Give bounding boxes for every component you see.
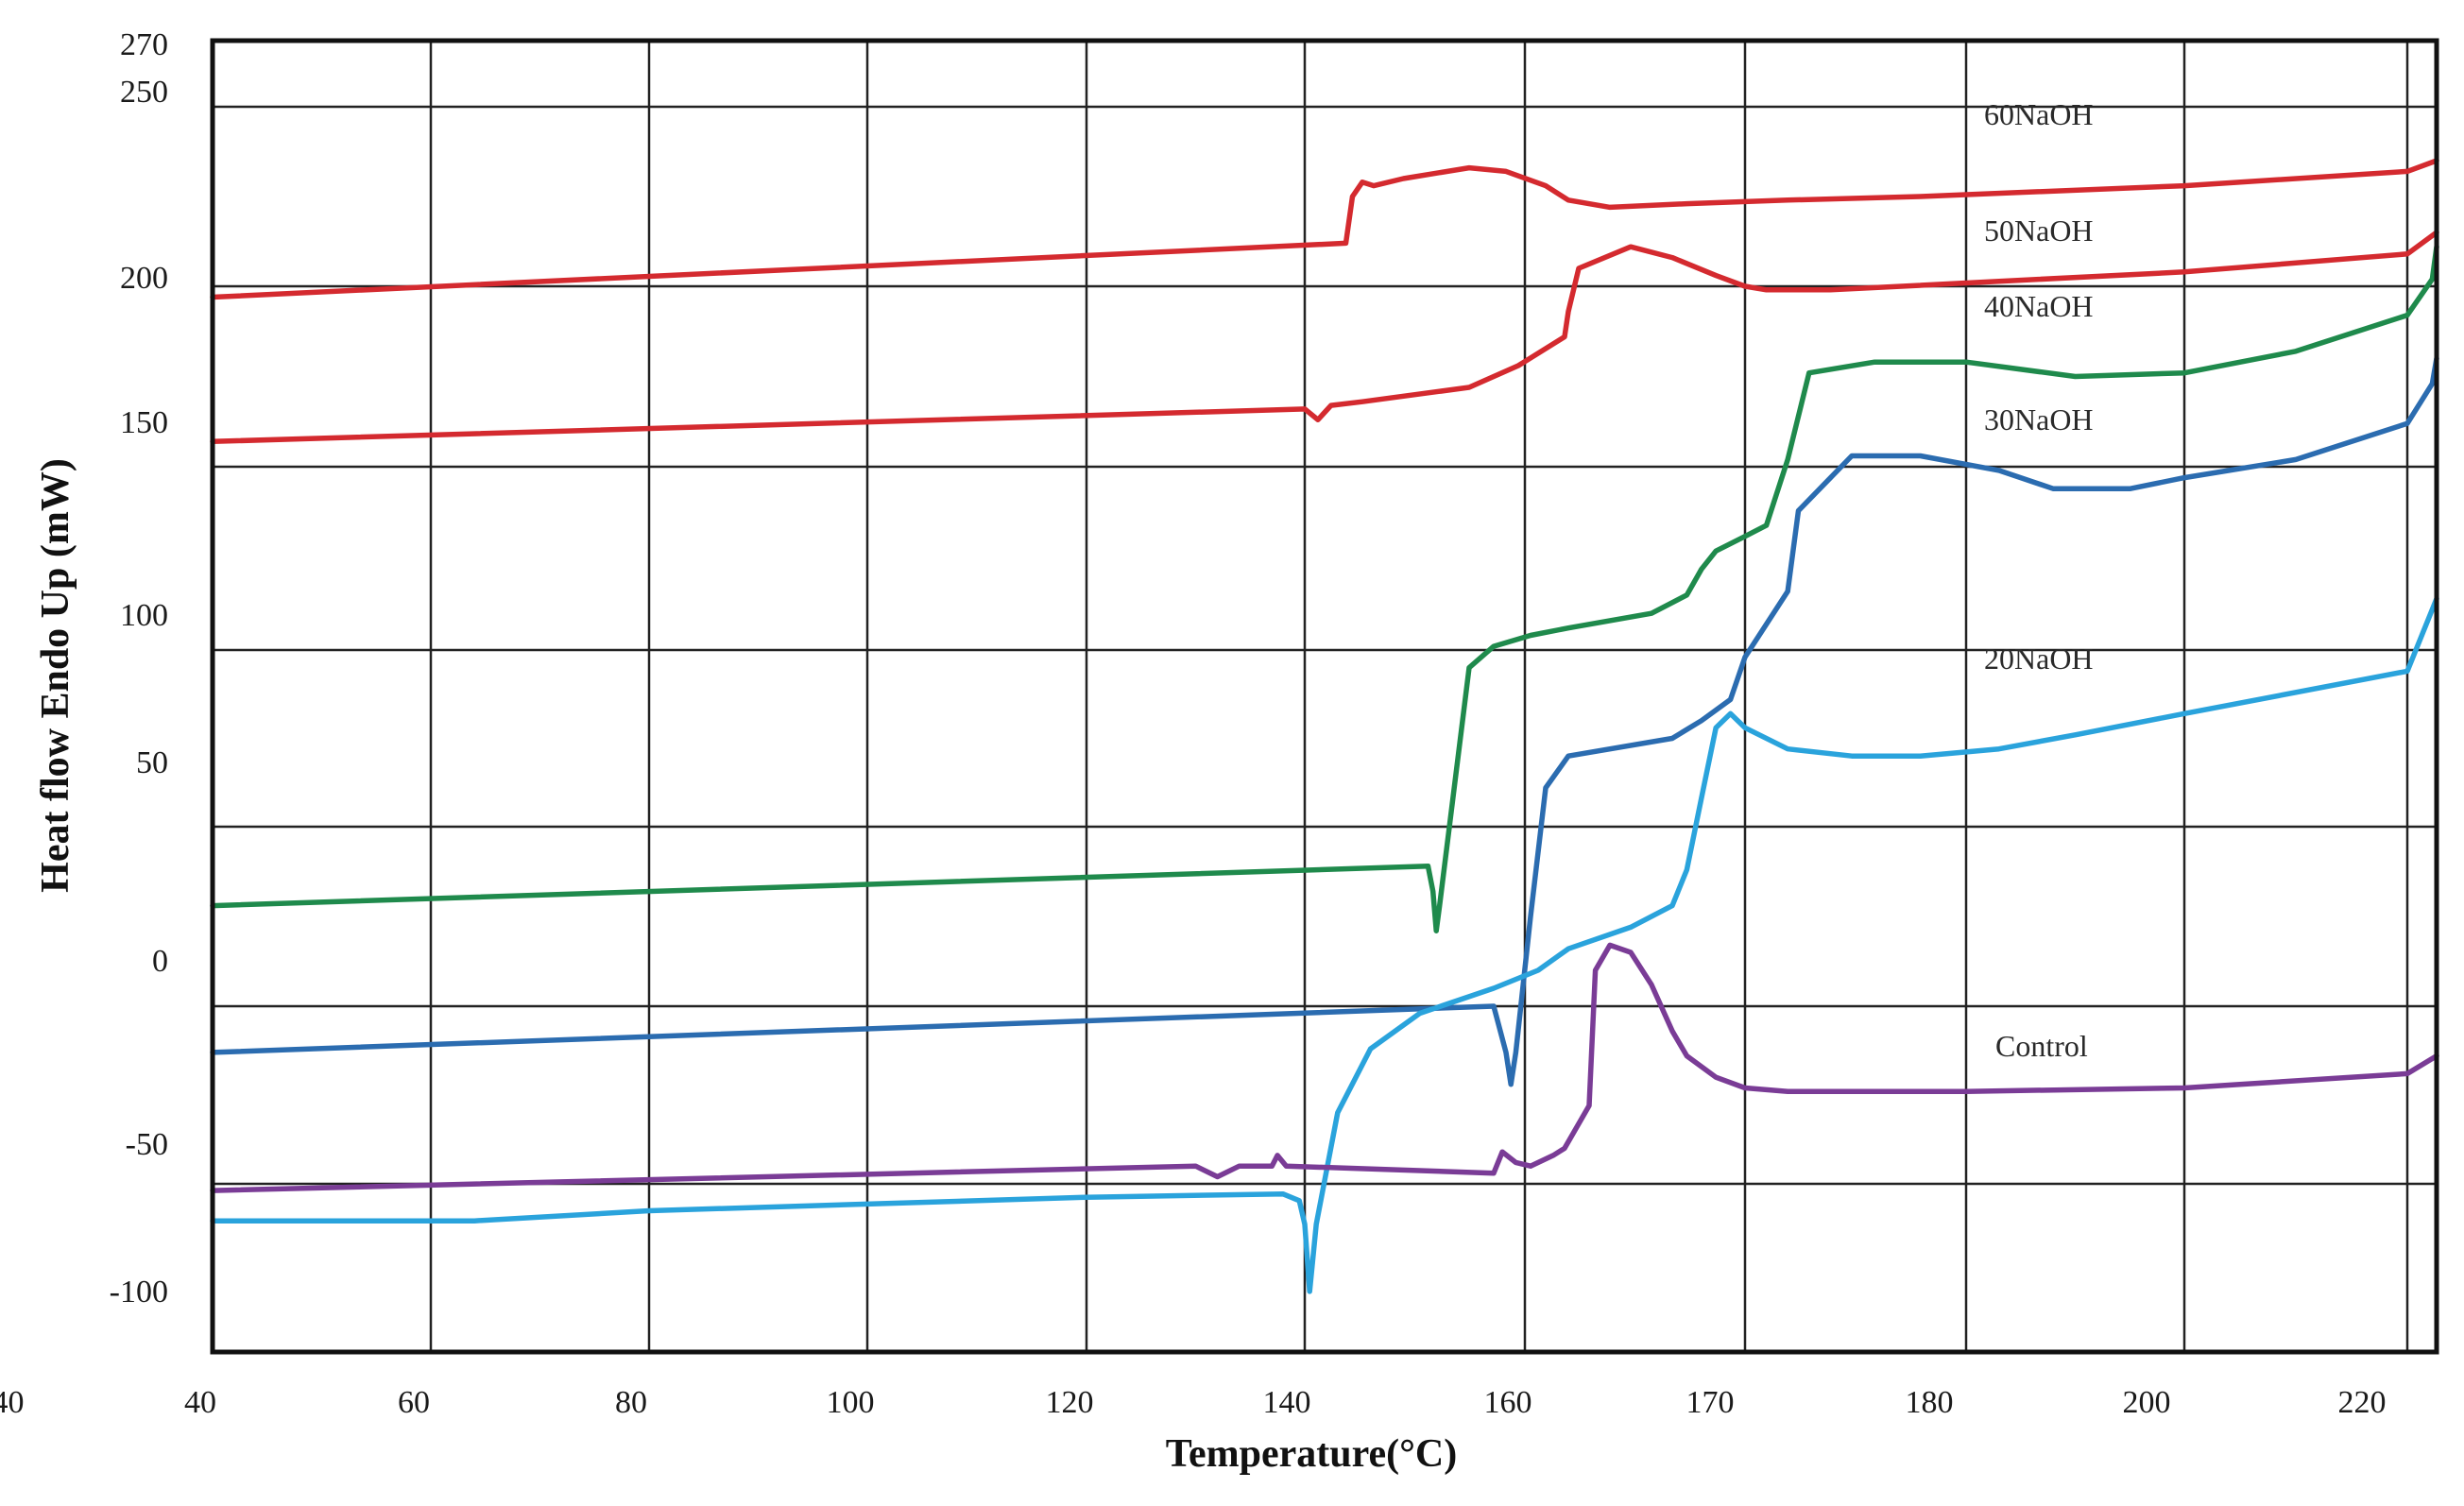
x-tick-label: 200: [2123, 1385, 2171, 1420]
grid-layer: [211, 41, 2437, 1354]
y-axis-title: Heat flow Endo Up (mW): [34, 458, 77, 893]
series-label-50naoh: 50NaOH: [1984, 214, 2094, 248]
y-tick-label: 50: [136, 745, 168, 780]
series-label-control: Control: [1995, 1029, 2088, 1063]
plot-frame: [210, 38, 2439, 1355]
x-tick-label: 140: [1263, 1385, 1311, 1420]
x-tick-label: 80: [615, 1385, 647, 1420]
x-tick-label: 180: [1906, 1385, 1954, 1420]
y-tick-label: 0: [152, 944, 168, 979]
series-label-20naoh: 20NaOH: [1984, 642, 2094, 676]
y-tick-label: -50: [126, 1127, 168, 1162]
y-tick-label: 250: [120, 75, 168, 110]
series-labels: 60NaOH 50NaOH 40NaOH 30NaOH 20NaOH Control: [1984, 97, 2094, 1063]
x-tick-label: 220: [2338, 1385, 2387, 1420]
series-label-30naoh: 30NaOH: [1984, 402, 2094, 436]
series-label-60naoh: 60NaOH: [1984, 97, 2094, 131]
series-line-50naoh: [210, 230, 2439, 445]
series-line-40naoh: [210, 244, 2439, 933]
x-tick-label: 240: [0, 1385, 25, 1420]
x-tick-label: 160: [1484, 1385, 1532, 1420]
series-line-60naoh: [210, 158, 2439, 300]
x-tick-label: 40: [184, 1385, 216, 1420]
tick-layer: 40 60 80 100 120 140 160 170 180 200 220 240 270 250 2…: [0, 27, 2387, 1420]
series-layer: [210, 158, 2439, 1294]
y-tick-label: 150: [120, 405, 168, 440]
y-tick-label: 100: [120, 598, 168, 633]
y-tick-label: -100: [110, 1275, 168, 1309]
x-tick-label: 60: [398, 1385, 430, 1420]
x-tick-label: 170: [1686, 1385, 1735, 1420]
x-axis-title: Temperature(°C): [1166, 1432, 1457, 1476]
series-line-30naoh: [210, 355, 2439, 1087]
series-line-control: [210, 942, 2439, 1193]
series-line-20naoh: [210, 595, 2439, 1294]
y-tick-label: 270: [120, 27, 168, 62]
x-tick-label: 100: [827, 1385, 875, 1420]
series-label-40naoh: 40NaOH: [1984, 289, 2094, 323]
x-tick-label: 120: [1046, 1385, 1094, 1420]
y-tick-label: 200: [120, 261, 168, 296]
